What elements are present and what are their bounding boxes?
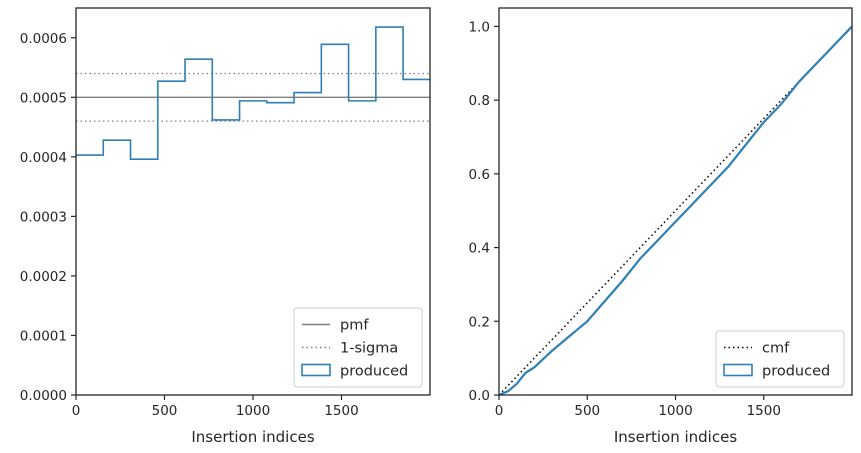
y-tick-label: 0.0002 xyxy=(20,269,67,285)
cmf-line-panel: 0 500 1000 1500 0.0 0.2 0.4 0.6 0.8 1.0 Insertion … xyxy=(469,7,853,446)
legend-label: produced xyxy=(762,364,830,380)
legend-produced-swatch xyxy=(723,363,753,377)
y-tick-label: 0.0000 xyxy=(20,388,67,404)
y-tick-label: 0.0004 xyxy=(20,150,67,166)
y-tick-label: 0.8 xyxy=(469,93,490,109)
y-tick-label: 0.4 xyxy=(469,241,490,257)
y-tick-label: 0.0005 xyxy=(20,90,67,106)
legend-label: cmf xyxy=(762,341,790,357)
x-tick-label: 1500 xyxy=(747,403,781,419)
y-tick-label: 1.0 xyxy=(469,19,490,35)
x-tick-label: 0 xyxy=(72,403,81,419)
y-tick-label: 0.2 xyxy=(469,314,490,330)
legend-label: pmf xyxy=(340,318,369,334)
y-tick-label: 0.0003 xyxy=(20,209,67,225)
legend: pmf 1-sigma produced xyxy=(293,307,423,388)
pmf-histogram-panel: 0 500 1000 1500 0.0000 0.0001 0.0002 0.0003 0.00… xyxy=(20,7,431,446)
x-tick-label: 1000 xyxy=(658,403,692,419)
legend-box xyxy=(715,330,845,388)
y-tick-label: 0.0 xyxy=(469,388,490,404)
legend-label: produced xyxy=(340,364,408,380)
y-tick-label: 0.0001 xyxy=(20,328,67,344)
x-tick-label: 0 xyxy=(495,403,504,419)
legend-box xyxy=(293,307,423,388)
x-axis-label: Insertion indices xyxy=(191,428,314,446)
x-tick-label: 500 xyxy=(152,403,178,419)
x-tick-label: 500 xyxy=(574,403,600,419)
y-tick-label: 0.6 xyxy=(469,167,490,183)
x-tick-label: 1000 xyxy=(236,403,270,419)
legend-produced-swatch xyxy=(301,363,331,377)
legend-label: 1-sigma xyxy=(340,341,398,357)
x-axis-label: Insertion indices xyxy=(614,428,737,446)
x-tick-label: 1500 xyxy=(324,403,358,419)
produced-line xyxy=(498,25,853,397)
legend: cmf produced xyxy=(715,330,845,388)
produced-step-series xyxy=(76,26,430,161)
y-tick-label: 0.0006 xyxy=(20,31,67,47)
